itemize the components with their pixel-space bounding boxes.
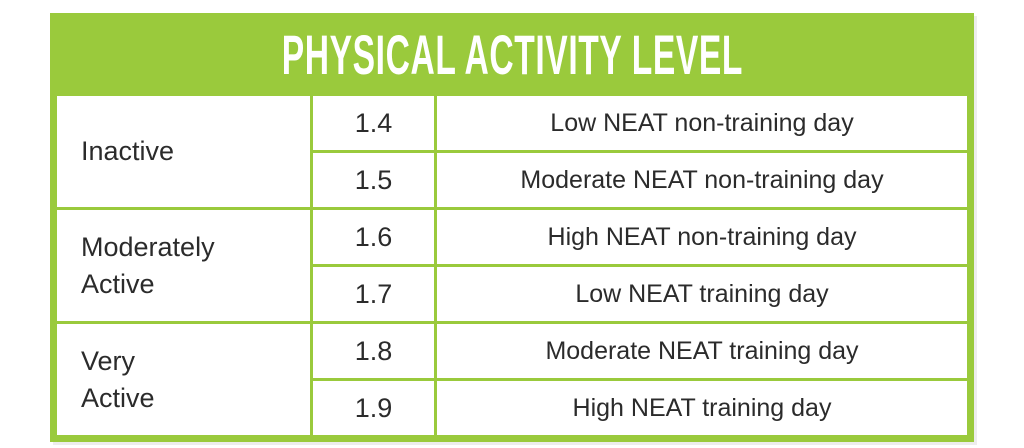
description-cell: Low NEAT non-training day bbox=[434, 93, 970, 153]
pal-value-cell: 1.5 bbox=[310, 150, 437, 210]
pal-value-cell: 1.9 bbox=[310, 378, 437, 438]
pal-table: Inactive 1.4 Low NEAT non-training day 1… bbox=[54, 93, 970, 438]
pal-value-cell: 1.8 bbox=[310, 321, 437, 381]
table-title: PHYSICAL ACTIVITY LEVEL bbox=[281, 23, 743, 86]
category-cell-moderately-active: Moderately Active bbox=[54, 207, 313, 324]
description-cell: Moderate NEAT non-training day bbox=[434, 150, 970, 210]
table-row: Very Active 1.8 Moderate NEAT training d… bbox=[54, 321, 970, 438]
table-row: Moderately Active 1.6 High NEAT non-trai… bbox=[54, 207, 970, 324]
pal-value-cell: 1.7 bbox=[310, 264, 437, 324]
description-cell: Low NEAT training day bbox=[434, 264, 970, 324]
description-cell: Moderate NEAT training day bbox=[434, 321, 970, 381]
pal-value-cell: 1.4 bbox=[310, 93, 437, 153]
pal-value-cell: 1.6 bbox=[310, 207, 437, 267]
table-row: 1.7 Low NEAT training day bbox=[56, 264, 970, 324]
description-cell: High NEAT training day bbox=[434, 378, 970, 438]
physical-activity-table: PHYSICAL ACTIVITY LEVEL Inactive 1.4 Low… bbox=[50, 13, 974, 442]
table-row: Inactive 1.4 Low NEAT non-training day bbox=[54, 93, 970, 210]
table-title-bar: PHYSICAL ACTIVITY LEVEL bbox=[54, 17, 970, 93]
table-row: 1.5 Moderate NEAT non-training day bbox=[56, 150, 970, 210]
category-cell-inactive: Inactive bbox=[54, 93, 313, 210]
table-row: 1.9 High NEAT training day bbox=[56, 378, 970, 438]
category-cell-very-active: Very Active bbox=[54, 321, 313, 438]
description-cell: High NEAT non-training day bbox=[434, 207, 970, 267]
